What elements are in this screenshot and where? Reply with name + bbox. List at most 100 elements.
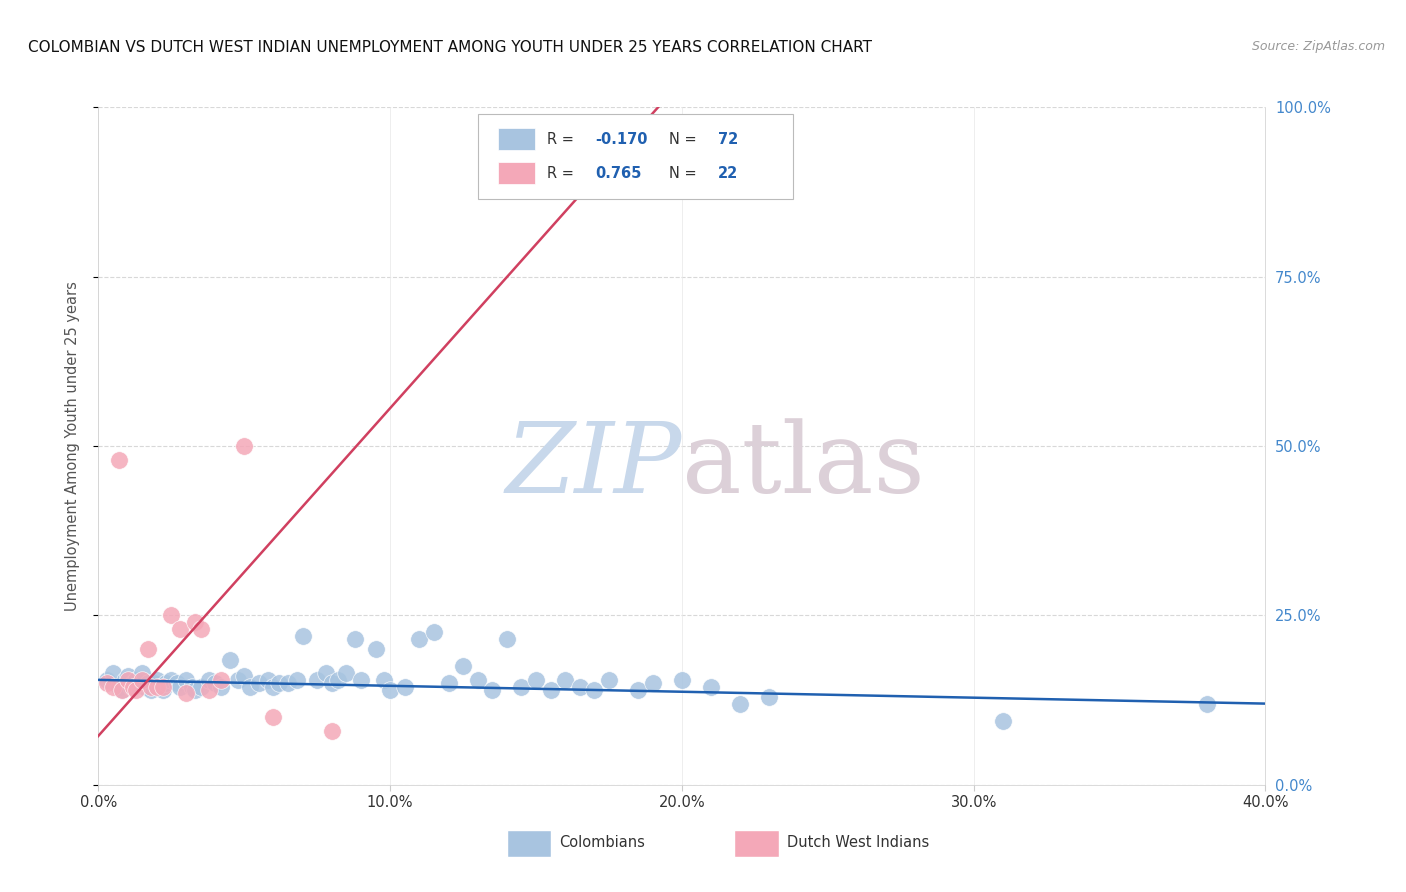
Point <box>262 710 284 724</box>
Point <box>122 680 145 694</box>
Point <box>183 683 205 698</box>
Point <box>152 683 174 698</box>
Point <box>256 673 278 687</box>
Point <box>481 683 503 698</box>
Point <box>169 680 191 694</box>
Point <box>209 680 232 694</box>
Text: Colombians: Colombians <box>560 835 645 850</box>
Point <box>160 673 183 687</box>
Point <box>169 622 191 636</box>
Text: Source: ZipAtlas.com: Source: ZipAtlas.com <box>1251 40 1385 54</box>
Point <box>111 683 134 698</box>
Point <box>700 680 723 694</box>
Point <box>496 632 519 647</box>
Point <box>120 680 142 694</box>
Point <box>117 669 139 683</box>
Point <box>269 676 291 690</box>
Point <box>394 680 416 694</box>
Point <box>198 673 221 687</box>
Point <box>180 680 202 694</box>
Text: atlas: atlas <box>682 418 925 514</box>
Point <box>136 676 159 690</box>
Point <box>166 676 188 690</box>
Point <box>315 666 337 681</box>
Point <box>262 680 284 694</box>
Point <box>146 673 169 687</box>
Point <box>524 673 547 687</box>
Point <box>277 676 299 690</box>
Point <box>540 683 562 698</box>
Bar <box>498 162 534 184</box>
Point <box>344 632 367 647</box>
Text: 22: 22 <box>718 166 738 181</box>
Point <box>1195 697 1218 711</box>
Point <box>233 439 256 453</box>
Point <box>730 697 752 711</box>
Point <box>190 680 212 694</box>
Point <box>131 673 153 687</box>
Point <box>190 622 212 636</box>
Point <box>174 673 197 687</box>
Point <box>149 680 172 694</box>
Point <box>114 673 136 687</box>
Point <box>598 673 620 687</box>
Point <box>321 723 343 738</box>
Point <box>183 615 205 630</box>
Point <box>467 673 489 687</box>
Point <box>125 683 148 698</box>
Point <box>437 676 460 690</box>
Point <box>627 683 650 698</box>
Point <box>423 625 446 640</box>
Point <box>131 666 153 681</box>
Point <box>991 714 1014 728</box>
Point <box>380 683 402 698</box>
Point <box>554 673 576 687</box>
Bar <box>734 830 779 857</box>
Point <box>291 629 314 643</box>
Point <box>122 676 145 690</box>
Point <box>101 680 124 694</box>
Point <box>583 683 606 698</box>
Text: R =: R = <box>547 166 578 181</box>
Point <box>146 680 169 694</box>
FancyBboxPatch shape <box>478 114 793 199</box>
Point <box>96 676 118 690</box>
Point <box>408 632 430 647</box>
Point <box>568 680 591 694</box>
Point <box>335 666 357 681</box>
Point <box>641 676 664 690</box>
Point <box>198 683 221 698</box>
Bar <box>498 128 534 150</box>
Point <box>139 680 162 694</box>
Point <box>671 673 693 687</box>
Point <box>373 673 395 687</box>
Text: R =: R = <box>547 131 578 146</box>
Point <box>758 690 780 704</box>
Point <box>218 652 240 666</box>
Point <box>142 676 165 690</box>
Point <box>96 673 118 687</box>
Text: Dutch West Indians: Dutch West Indians <box>787 835 929 850</box>
Point <box>451 659 474 673</box>
Point <box>152 680 174 694</box>
Point <box>117 673 139 687</box>
Point <box>307 673 329 687</box>
Point <box>326 673 349 687</box>
Text: 0.765: 0.765 <box>596 166 643 181</box>
Text: COLOMBIAN VS DUTCH WEST INDIAN UNEMPLOYMENT AMONG YOUTH UNDER 25 YEARS CORRELATI: COLOMBIAN VS DUTCH WEST INDIAN UNEMPLOYM… <box>28 40 872 55</box>
Point <box>364 642 387 657</box>
Text: -0.170: -0.170 <box>596 131 648 146</box>
Point <box>204 676 226 690</box>
Text: N =: N = <box>669 131 702 146</box>
Point <box>155 676 177 690</box>
Point <box>510 680 533 694</box>
Point <box>321 676 343 690</box>
Y-axis label: Unemployment Among Youth under 25 years: Unemployment Among Youth under 25 years <box>65 281 80 611</box>
Point <box>247 676 270 690</box>
Point <box>228 673 250 687</box>
Point <box>108 452 131 467</box>
Point <box>101 666 124 681</box>
Point <box>108 680 131 694</box>
Point <box>285 673 308 687</box>
Point <box>136 642 159 657</box>
